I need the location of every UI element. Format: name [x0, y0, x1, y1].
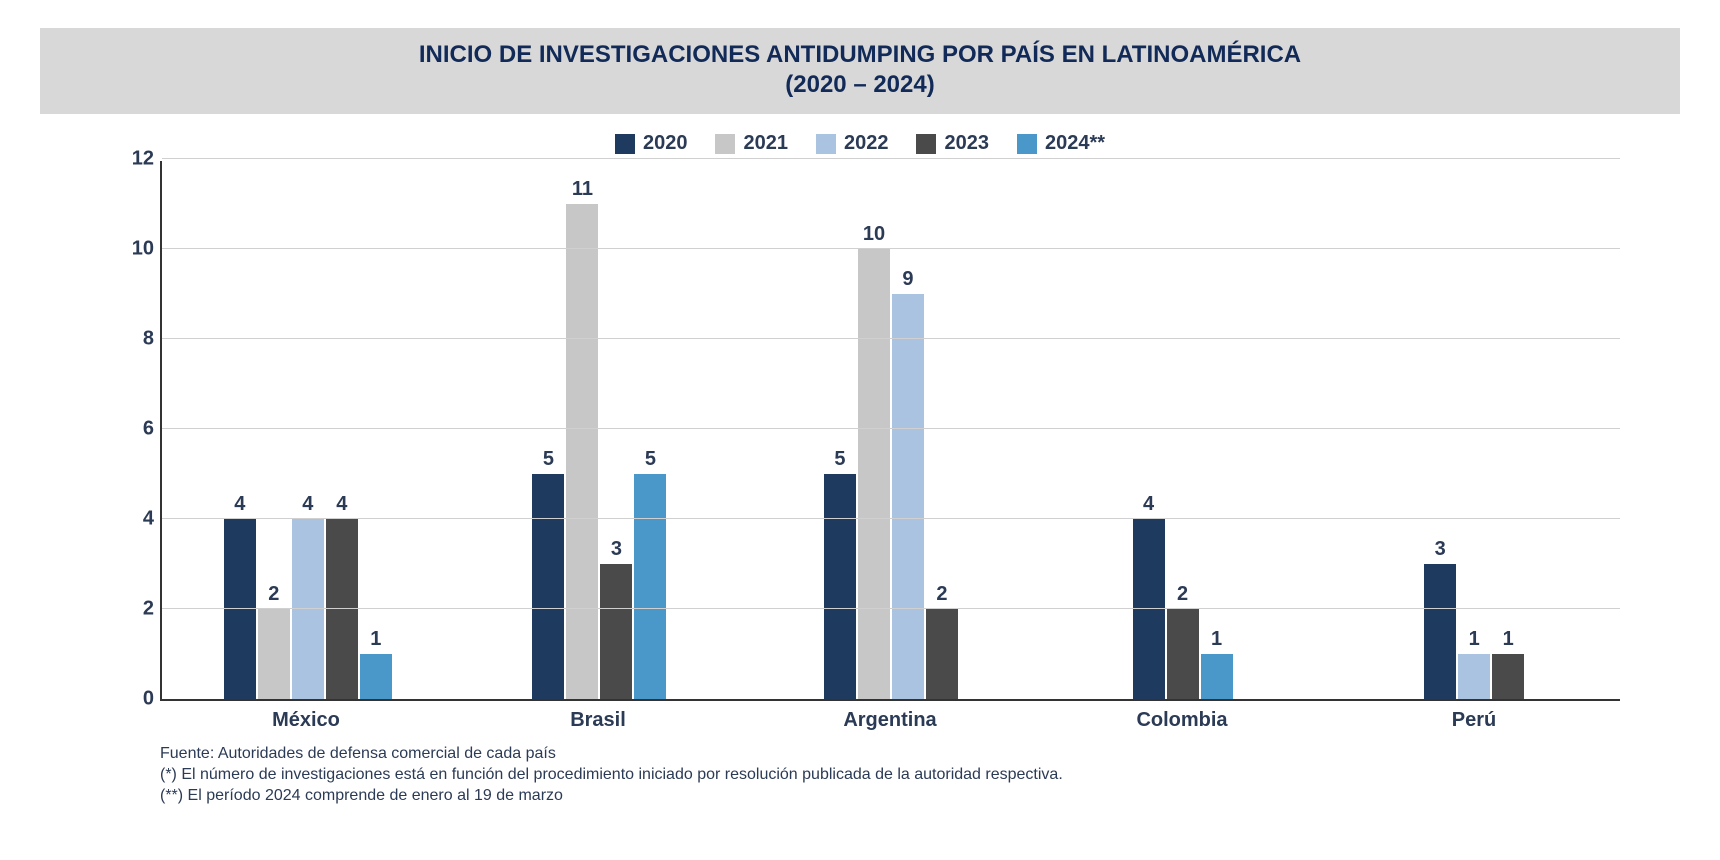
chart-title-line2: (2020 – 2024) — [50, 70, 1670, 100]
legend-label: 2020 — [643, 132, 688, 155]
bar-value-label: 4 — [302, 493, 313, 516]
bar-value-label: 4 — [234, 493, 245, 516]
bar: 4 — [292, 519, 324, 699]
chart-container: INICIO DE INVESTIGACIONES ANTIDUMPING PO… — [0, 0, 1720, 860]
legend-swatch — [1017, 134, 1037, 154]
bar: 3 — [1424, 564, 1456, 699]
bar-value-label: 2 — [936, 583, 947, 606]
bar-value-label: 4 — [1143, 493, 1154, 516]
bar-value-label: 5 — [645, 448, 656, 471]
grid-line — [162, 518, 1620, 519]
bar: 2 — [926, 609, 958, 699]
y-tick-label: 2 — [114, 598, 154, 621]
bar: 5 — [532, 474, 564, 699]
y-tick-label: 4 — [114, 508, 154, 531]
legend-swatch — [816, 134, 836, 154]
plot-area: 424415113551092421311 024681012 — [160, 161, 1620, 701]
bar-value-label: 5 — [543, 448, 554, 471]
footnote-line: (*) El número de investigaciones está en… — [160, 765, 1620, 786]
grid-line — [162, 248, 1620, 249]
bar: 4 — [326, 519, 358, 699]
bar: 2 — [1167, 609, 1199, 699]
x-tick-label: Brasil — [452, 701, 744, 732]
bar: 5 — [824, 474, 856, 699]
y-tick-label: 10 — [114, 238, 154, 261]
legend-item: 2020 — [615, 132, 688, 155]
bar-value-label: 9 — [902, 268, 913, 291]
legend-label: 2024** — [1045, 132, 1105, 155]
legend-swatch — [615, 134, 635, 154]
y-tick-label: 8 — [114, 328, 154, 351]
bar: 3 — [600, 564, 632, 699]
footnotes: Fuente: Autoridades de defensa comercial… — [160, 744, 1620, 806]
footnote-line: Fuente: Autoridades de defensa comercial… — [160, 744, 1620, 765]
bar-value-label: 1 — [1503, 628, 1514, 651]
bar-value-label: 3 — [1435, 538, 1446, 561]
chart-title-line1: INICIO DE INVESTIGACIONES ANTIDUMPING PO… — [50, 40, 1670, 70]
bar-value-label: 11 — [572, 178, 593, 201]
grid-line — [162, 428, 1620, 429]
footnote-line: (**) El período 2024 comprende de enero … — [160, 786, 1620, 807]
bar: 1 — [1201, 654, 1233, 699]
legend: 2020 2021 2022 2023 2024** — [40, 132, 1680, 155]
title-bar: INICIO DE INVESTIGACIONES ANTIDUMPING PO… — [40, 28, 1680, 114]
x-tick-label: Argentina — [744, 701, 1036, 732]
bar-value-label: 1 — [1469, 628, 1480, 651]
bar: 1 — [1492, 654, 1524, 699]
bar-value-label: 1 — [1211, 628, 1222, 651]
bar: 11 — [566, 204, 598, 699]
bar-value-label: 5 — [834, 448, 845, 471]
y-tick-label: 0 — [114, 688, 154, 711]
legend-swatch — [916, 134, 936, 154]
y-tick-label: 12 — [114, 148, 154, 171]
legend-item: 2022 — [816, 132, 889, 155]
legend-item: 2024** — [1017, 132, 1105, 155]
bar-value-label: 2 — [268, 583, 279, 606]
bar-group: 311 — [1328, 161, 1620, 699]
grid-line — [162, 338, 1620, 339]
bar-value-label: 4 — [336, 493, 347, 516]
bar-value-label: 2 — [1177, 583, 1188, 606]
x-tick-label: Colombia — [1036, 701, 1328, 732]
bar: 5 — [634, 474, 666, 699]
legend-item: 2023 — [916, 132, 989, 155]
chart-frame: 424415113551092421311 024681012 MéxicoBr… — [160, 161, 1620, 806]
bar: 10 — [858, 249, 890, 699]
bar: 2 — [258, 609, 290, 699]
legend-label: 2023 — [944, 132, 989, 155]
x-tick-label: Perú — [1328, 701, 1620, 732]
bar: 1 — [360, 654, 392, 699]
bar: 4 — [224, 519, 256, 699]
y-tick-label: 6 — [114, 418, 154, 441]
bar: 1 — [1458, 654, 1490, 699]
grid-line — [162, 158, 1620, 159]
bar: 4 — [1133, 519, 1165, 699]
x-axis-labels: MéxicoBrasilArgentinaColombiaPerú — [160, 701, 1620, 732]
bar-group: 421 — [1037, 161, 1329, 699]
bar-value-label: 10 — [863, 223, 885, 246]
legend-label: 2021 — [743, 132, 788, 155]
bar-group: 42441 — [162, 161, 454, 699]
bar: 9 — [892, 294, 924, 699]
legend-label: 2022 — [844, 132, 889, 155]
grid-line — [162, 608, 1620, 609]
bar-group: 51092 — [745, 161, 1037, 699]
legend-item: 2021 — [715, 132, 788, 155]
bar-group: 51135 — [454, 161, 746, 699]
x-tick-label: México — [160, 701, 452, 732]
bar-groups: 424415113551092421311 — [162, 161, 1620, 699]
bar-value-label: 3 — [611, 538, 622, 561]
legend-swatch — [715, 134, 735, 154]
bar-value-label: 1 — [370, 628, 381, 651]
